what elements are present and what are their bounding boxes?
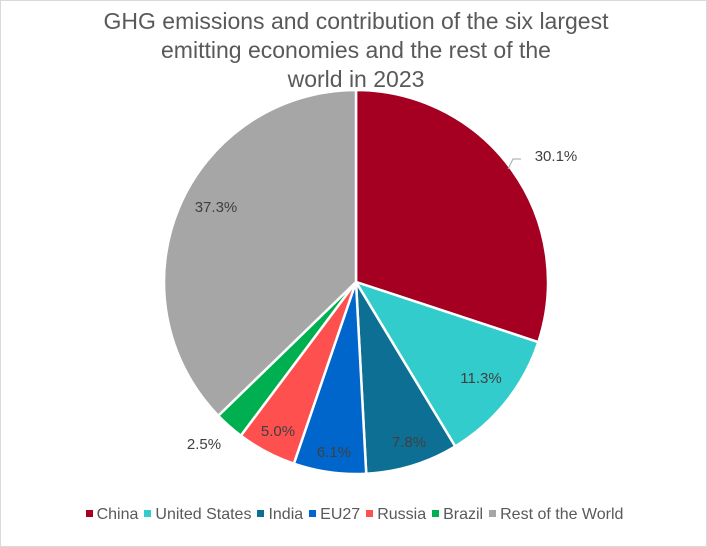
legend-swatch [257, 510, 265, 518]
pie-slice-united-states [354, 280, 540, 448]
legend-item-eu27: EU27 [309, 506, 360, 524]
legend-label: Brazil [443, 506, 484, 523]
chart-title: GHG emissions and contribution of the si… [103, 8, 609, 92]
legend-swatch [144, 510, 152, 518]
pie-slice-india [354, 280, 457, 475]
pie-slice-china [354, 88, 550, 344]
data-label-united-states: 11.3% [460, 370, 501, 387]
data-label-eu27: 6.1% [317, 444, 351, 461]
chart-legend: China United States India EU27 Russia Brazil R… [1, 506, 707, 524]
data-label-russia: 5.0% [261, 423, 295, 440]
legend-item-united-states: United States [144, 506, 251, 524]
pie-slice-rest-of-the-world [162, 88, 358, 417]
legend-item-rest-of-the-world: Rest of the World [489, 506, 623, 524]
data-label-brazil: 2.5% [187, 436, 221, 453]
legend-item-china: China [85, 506, 139, 524]
data-label-india: 7.8% [392, 434, 426, 451]
data-label-china: 30.1% [535, 148, 578, 165]
leader-line [507, 158, 521, 170]
data-label-rest-of-the-world: 37.3% [195, 199, 238, 216]
legend-swatch [432, 510, 440, 518]
legend-label: Russia [377, 506, 427, 523]
legend-item-india: India [257, 506, 303, 524]
legend-item-brazil: Brazil [432, 506, 483, 524]
legend-swatch [489, 510, 497, 518]
legend-label: EU27 [320, 506, 361, 523]
legend-swatch [309, 510, 317, 518]
legend-swatch [85, 510, 93, 518]
legend-label: Rest of the World [500, 506, 624, 523]
legend-swatch [366, 510, 374, 518]
legend-label: United States [155, 506, 252, 523]
pie-chart: 30.1% 11.3% 7.8% 6.1% 5.0% 2.5% 37.3% [162, 88, 578, 476]
legend-label: China [96, 506, 139, 523]
legend-label: India [268, 506, 304, 523]
legend-item-russia: Russia [366, 506, 426, 524]
